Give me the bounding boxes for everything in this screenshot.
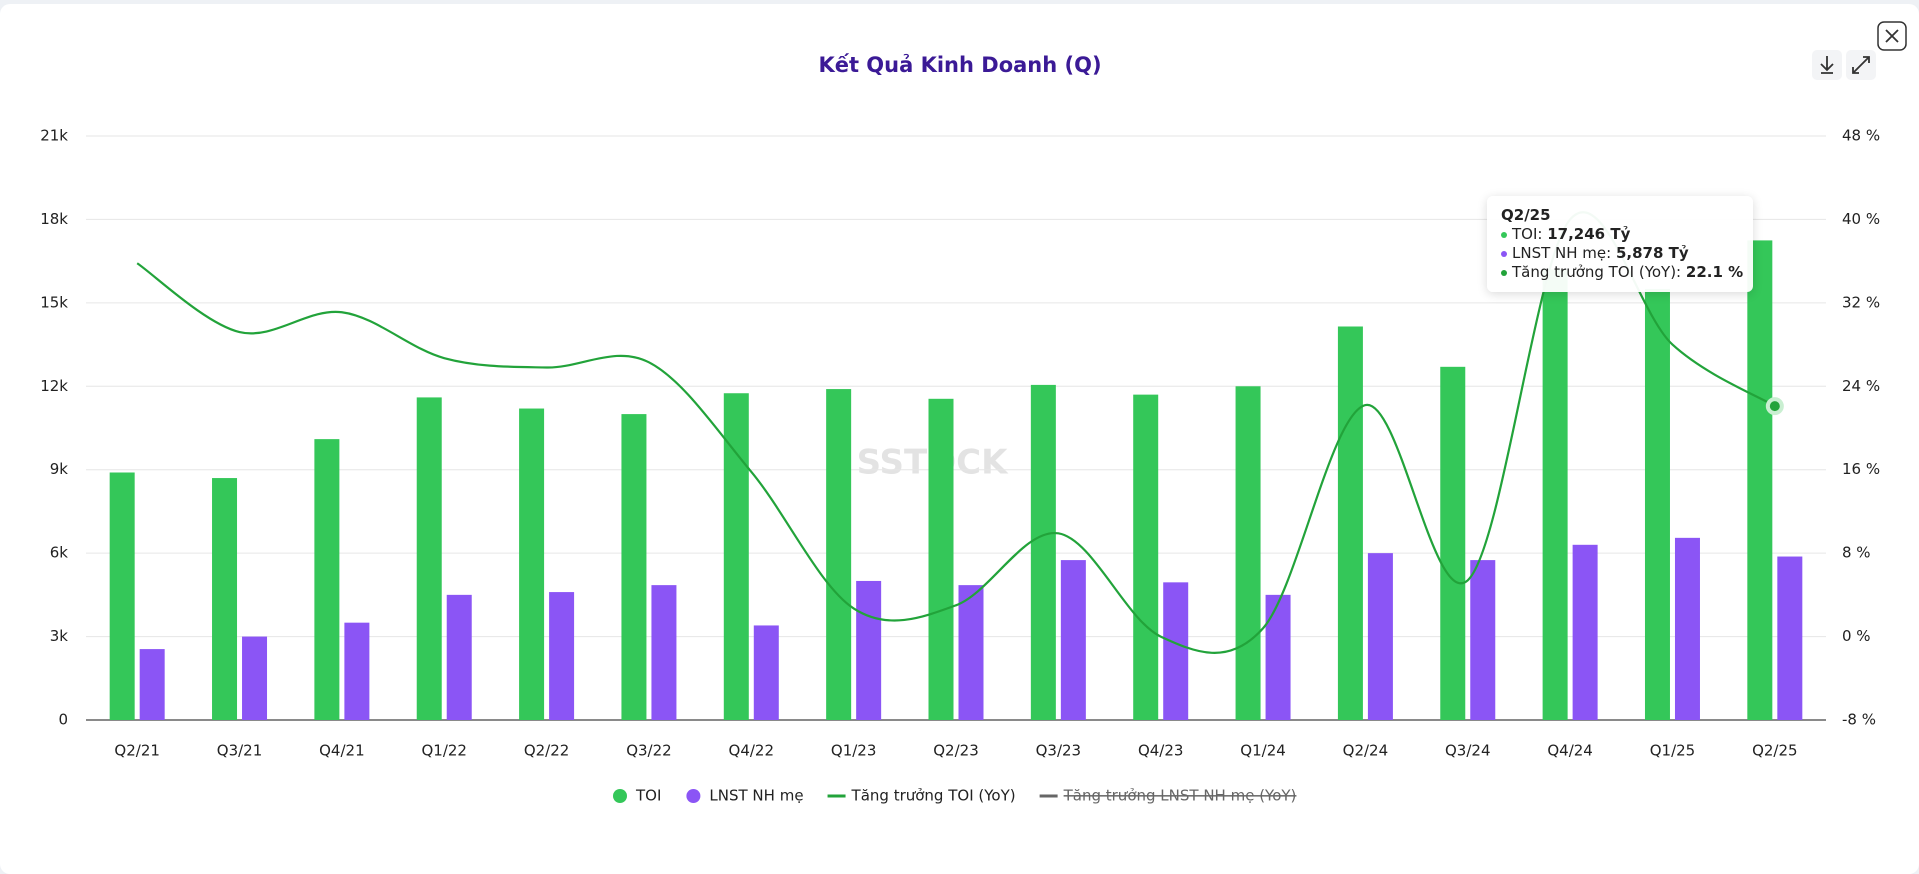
- legend-label-hidden: Tăng trưởng LNST NH mẹ (YoY): [1063, 787, 1297, 805]
- x-tick-label: Q3/22: [626, 742, 672, 760]
- bar: [1674, 537, 1700, 720]
- y-tick-label: 6k: [50, 544, 69, 562]
- x-tick-label: Q2/22: [524, 742, 570, 760]
- bar: [1470, 560, 1496, 720]
- line: [136, 211, 1776, 654]
- y2-tick-label: 8 %: [1842, 544, 1871, 562]
- bar: [212, 478, 238, 720]
- tooltip-value: 17,246 Tỷ: [1547, 225, 1631, 243]
- legend-label: Tăng trưởng TOI (YoY): [851, 787, 1016, 805]
- y2-tick-label: 48 %: [1842, 127, 1880, 145]
- x-tick-label: Q4/21: [319, 742, 365, 760]
- fullscreen-button[interactable]: [1846, 50, 1876, 80]
- x-tick-label: Q4/23: [1138, 742, 1184, 760]
- bar: [856, 580, 882, 720]
- tooltip-label: LNST NH mẹ:: [1512, 244, 1612, 262]
- tooltip-row: Tăng trưởng TOI (YoY): 22.1 %: [1501, 263, 1743, 282]
- bar: [826, 389, 852, 720]
- y2-tick-label: 16 %: [1842, 460, 1880, 478]
- x-tick-label: Q2/24: [1343, 742, 1389, 760]
- bar: [753, 625, 779, 720]
- y-tick-label: 0: [58, 711, 68, 729]
- chart-title: Kết Quả Kinh Doanh (Q): [818, 53, 1101, 77]
- bar: [1747, 240, 1773, 720]
- bar: [1542, 269, 1568, 720]
- x-tick-label: Q1/23: [831, 742, 877, 760]
- bar: [1367, 553, 1393, 720]
- x-tick-label: Q3/24: [1445, 742, 1491, 760]
- bar: [928, 398, 954, 720]
- bar: [651, 585, 677, 720]
- y-tick-label: 9k: [50, 460, 69, 478]
- y2-tick-label: 24 %: [1842, 377, 1880, 395]
- y-tick-label: 21k: [40, 127, 68, 145]
- bar: [242, 636, 268, 720]
- x-tick-label: Q1/22: [421, 742, 467, 760]
- y-tick-label: 12k: [40, 377, 68, 395]
- bar: [958, 585, 984, 720]
- chart: Kết Quả Kinh Doanh (Q) SSTOCK 03k6k9k12k…: [40, 21, 1907, 805]
- tooltip-dot: [1501, 269, 1507, 276]
- bar: [416, 397, 442, 720]
- legend-label: TOI: [635, 787, 661, 805]
- legend-marker: [686, 789, 701, 803]
- bar: [344, 622, 370, 720]
- bar: [109, 472, 135, 720]
- bar: [1265, 594, 1291, 720]
- bar: [1440, 366, 1466, 720]
- tooltip-label: TOI:: [1512, 225, 1543, 243]
- tooltip-value: 5,878 Tỷ: [1615, 244, 1689, 262]
- bar: [1777, 556, 1803, 720]
- tooltip-dot: [1501, 250, 1507, 257]
- x-tick-label: Q1/25: [1650, 742, 1696, 760]
- bar: [139, 649, 165, 720]
- y2-tick-label: 0 %: [1842, 627, 1871, 645]
- tooltip-title: Q2/25: [1501, 206, 1551, 224]
- download-button[interactable]: [1812, 50, 1842, 80]
- bar: [314, 439, 340, 720]
- tooltip-row: LNST NH mẹ: 5,878 Tỷ: [1501, 244, 1739, 263]
- close-button[interactable]: [1877, 21, 1907, 51]
- bar: [1235, 386, 1261, 720]
- bar: [446, 594, 472, 720]
- bar: [1133, 394, 1159, 720]
- y2-tick-label: 40 %: [1842, 210, 1880, 228]
- tooltip-label: Tăng trưởng TOI (YoY):: [1512, 263, 1682, 281]
- x-tick-label: Q3/21: [217, 742, 263, 760]
- x-tick-label: Q4/24: [1547, 742, 1593, 760]
- tooltip-dot: [1501, 231, 1507, 238]
- tooltip-value: 22.1 %: [1685, 263, 1744, 281]
- y-tick-label: 18k: [40, 210, 68, 228]
- bar: [1644, 288, 1670, 720]
- bar: [549, 592, 575, 720]
- y-tick-label: 15k: [40, 293, 68, 311]
- legend-marker: [613, 789, 627, 803]
- bar: [1163, 582, 1189, 720]
- y2-tick-label: 32 %: [1842, 293, 1880, 311]
- y2-tick-label: -8 %: [1842, 711, 1876, 729]
- bar: [1060, 560, 1086, 720]
- x-tick-label: Q4/22: [729, 742, 775, 760]
- x-tick-label: Q1/24: [1240, 742, 1286, 760]
- bar: [1572, 544, 1598, 720]
- x-tick-label: Q2/21: [114, 742, 160, 760]
- bar: [723, 393, 749, 720]
- bar: [519, 408, 545, 720]
- x-tick-label: Q2/25: [1752, 742, 1798, 760]
- bar: [1030, 384, 1056, 720]
- x-tick-label: Q2/23: [933, 742, 979, 760]
- bar: [621, 414, 647, 720]
- legend-label: LNST NH mẹ: [709, 787, 803, 805]
- x-tick-label: Q3/23: [1036, 742, 1082, 760]
- chart-card: Kết Quả Kinh Doanh (Q) SSTOCK 03k6k9k12k…: [0, 4, 1919, 874]
- tooltip-row: TOI: 17,246 Tỷ: [1501, 225, 1739, 244]
- tooltip: Q2/25 TOI: 17,246 Tỷ LNST NH mẹ: 5,878 Tỷ T…: [1487, 196, 1753, 292]
- y-tick-label: 3k: [50, 627, 69, 645]
- bar: [1337, 326, 1363, 720]
- highlight-point: [1765, 397, 1784, 416]
